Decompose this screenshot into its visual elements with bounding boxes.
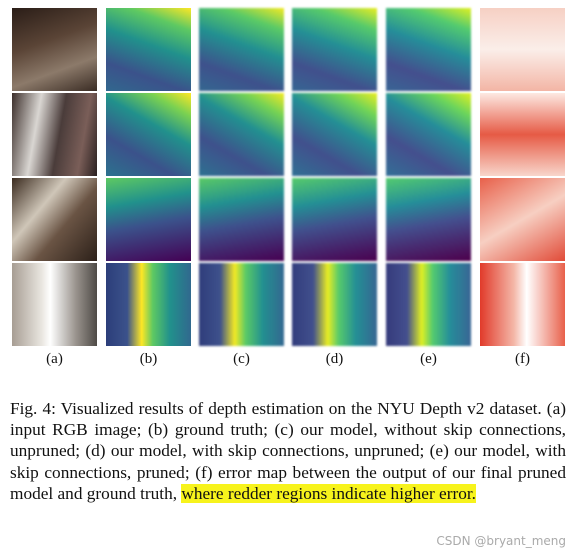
depth-map	[106, 8, 191, 91]
caption: Fig. 4: Visualized results of depth esti…	[10, 398, 566, 504]
depth-map	[199, 263, 284, 346]
depth-map	[386, 8, 471, 91]
rgb-image	[12, 8, 97, 91]
depth-map	[199, 178, 284, 261]
caption-highlight: where redder regions indicate higher err…	[181, 483, 476, 503]
depth-map	[292, 178, 377, 261]
column-label: (d)	[325, 351, 344, 367]
depth-map	[292, 263, 377, 346]
depth-map	[292, 93, 377, 176]
rgb-image	[12, 263, 97, 346]
error-map	[480, 178, 565, 261]
depth-map	[386, 178, 471, 261]
rgb-image	[12, 93, 97, 176]
depth-map	[106, 178, 191, 261]
column-label: (b)	[139, 351, 158, 367]
depth-map	[106, 263, 191, 346]
depth-map	[386, 93, 471, 176]
error-map	[480, 263, 565, 346]
depth-map	[199, 93, 284, 176]
column-label: (f)	[515, 351, 530, 367]
error-map	[480, 93, 565, 176]
depth-map	[106, 93, 191, 176]
depth-map	[386, 263, 471, 346]
caption-text: Fig. 4: Visualized results of depth esti…	[10, 399, 566, 503]
watermark: CSDN @bryant_meng	[436, 534, 566, 548]
depth-map	[199, 8, 284, 91]
rgb-image	[12, 178, 97, 261]
column-label: (a)	[46, 351, 63, 367]
depth-map	[292, 8, 377, 91]
column-label: (c)	[233, 351, 250, 367]
column-label: (e)	[420, 351, 437, 367]
error-map	[480, 8, 565, 91]
